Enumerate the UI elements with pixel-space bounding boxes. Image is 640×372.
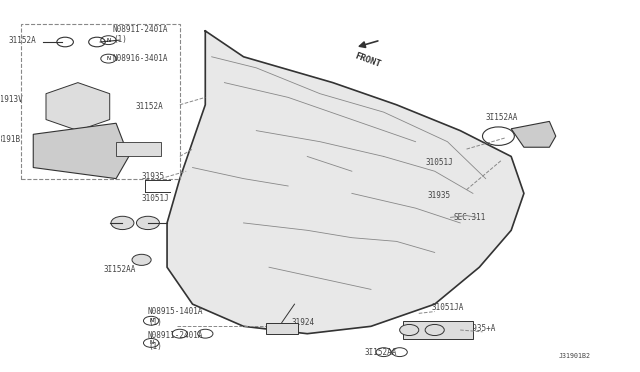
Text: SEC.311: SEC.311	[454, 213, 486, 222]
Circle shape	[132, 254, 151, 265]
Polygon shape	[33, 123, 129, 179]
Circle shape	[111, 216, 134, 230]
Text: N08916-3401A: N08916-3401A	[113, 54, 168, 63]
FancyBboxPatch shape	[266, 323, 298, 334]
Text: 31152A: 31152A	[135, 102, 163, 111]
Text: 31051J: 31051J	[141, 195, 170, 203]
Circle shape	[425, 324, 444, 336]
Text: N: N	[149, 318, 153, 323]
Polygon shape	[167, 31, 524, 334]
Text: N: N	[106, 38, 111, 43]
Circle shape	[399, 324, 419, 336]
Text: J31901B2: J31901B2	[559, 353, 591, 359]
Text: FRONT: FRONT	[354, 51, 382, 69]
Text: 31152A: 31152A	[9, 36, 36, 45]
Text: 3I152AA: 3I152AA	[364, 349, 397, 357]
Polygon shape	[403, 321, 473, 339]
Text: 31935: 31935	[427, 191, 450, 200]
Text: 3191B: 3191B	[0, 135, 20, 144]
Text: N: N	[106, 56, 111, 61]
Text: 31051J: 31051J	[425, 157, 453, 167]
Text: N08911-2401A
(1): N08911-2401A (1)	[113, 25, 168, 44]
Text: 31935+A: 31935+A	[463, 324, 496, 333]
Text: 3I152AA: 3I152AA	[486, 113, 518, 122]
Text: 3I152AA: 3I152AA	[103, 264, 136, 273]
Text: 31051JA: 31051JA	[431, 303, 464, 312]
Text: N: N	[149, 340, 153, 346]
Text: N08915-1401A
(1): N08915-1401A (1)	[148, 307, 204, 327]
Polygon shape	[511, 121, 556, 147]
Text: 31913V: 31913V	[0, 95, 24, 104]
Text: 31935: 31935	[141, 172, 164, 181]
Polygon shape	[46, 83, 109, 131]
Text: 31924: 31924	[291, 318, 314, 327]
Polygon shape	[116, 142, 161, 157]
Circle shape	[136, 216, 159, 230]
Text: N08911-2401A
(1): N08911-2401A (1)	[148, 331, 204, 351]
